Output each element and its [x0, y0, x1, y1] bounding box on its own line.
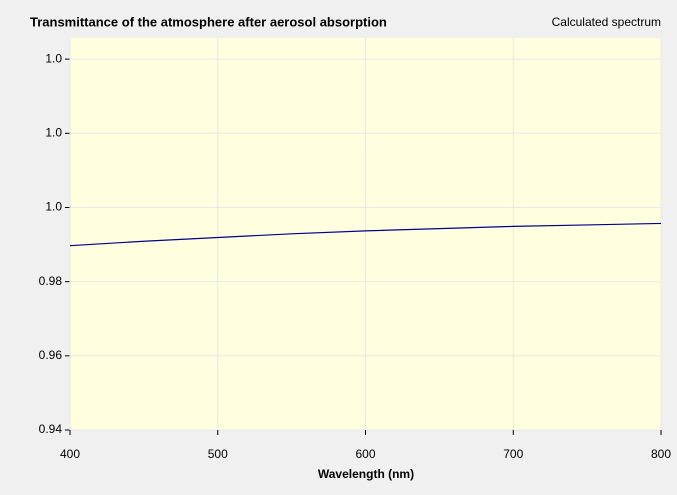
x-axis-label: Wavelength (nm) [318, 467, 414, 481]
chart-title: Transmittance of the atmosphere after ae… [30, 14, 387, 29]
chart-subtitle: Calculated spectrum [552, 15, 661, 29]
y-tick-label: 1.0 [45, 51, 62, 65]
x-tick-label: 500 [208, 447, 228, 461]
y-tick-label: 0.98 [39, 274, 63, 288]
x-tick-label: 800 [651, 447, 671, 461]
y-tick-label: 0.94 [39, 422, 63, 436]
y-tick-label: 1.0 [45, 125, 62, 139]
x-tick-label: 600 [355, 447, 375, 461]
y-tick-label: 1.0 [45, 200, 62, 214]
x-tick-label: 400 [60, 447, 80, 461]
line-series [69, 222, 662, 247]
x-tick-label: 700 [503, 447, 523, 461]
y-tick-label: 0.96 [39, 348, 63, 362]
